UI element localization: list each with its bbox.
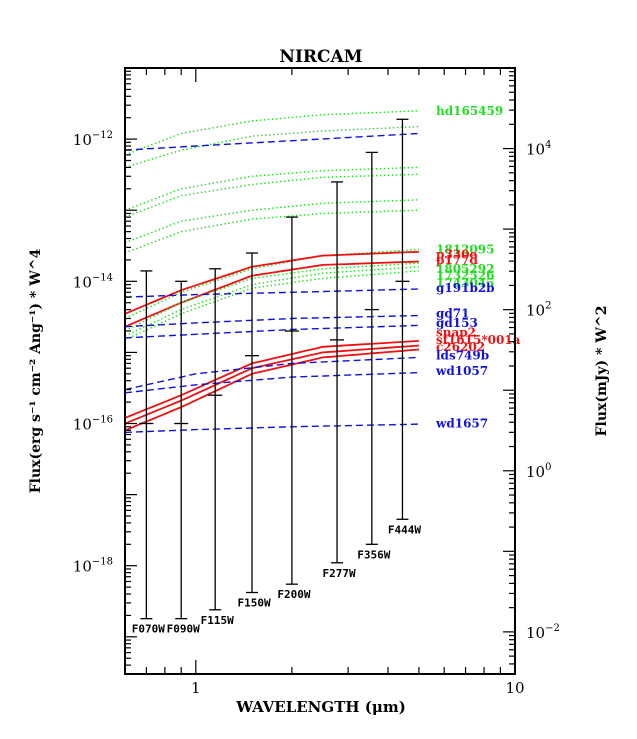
x-tick-label: 1 [191,679,201,697]
series-line-wd1657 [124,423,419,434]
series-line-extra-17 [124,166,419,211]
y-tick-label-right: 10−2 [526,623,560,642]
series-layer [124,110,419,434]
series-line-p177d [124,260,419,328]
series-label-p177d: p177d [436,253,478,267]
series-line-wd1057 [124,371,419,394]
series-label-hd165459: hd165459 [436,104,503,118]
filter-label-F200W: F200W [277,588,310,601]
plot-frame [124,67,516,675]
series-labels: hd165459 1812095p330ep177d180529217325261… [435,104,521,431]
series-line-hd165459 [124,110,419,156]
filter-label-F356W: F356W [357,548,390,561]
series-label-wd1057: wd1057 [435,364,488,378]
filter-label-F150W: F150W [237,597,270,610]
series-label-1732526: 1732526 [436,269,494,283]
series-label-1743045: 1743045 [436,276,494,290]
series-label-gd153: gd153 [436,316,478,330]
series-label-1805292: 1805292 [436,262,494,276]
series-label-g191b2b: g191b2b [436,281,495,295]
series-line-1732526 [124,266,419,337]
series-label-p330e: p330e [436,247,477,261]
series-line-extra-19 [124,199,419,244]
y-tick-label-right: 104 [526,140,551,159]
y-tick-label-left: 10−18 [73,557,113,576]
series-label-c26202: c26202 [436,340,485,354]
series-line-gd153 [124,324,419,339]
chart-title: NIRCAM [279,47,362,67]
series-line-extra-18 [124,173,419,218]
y-tick-label-left: 10−14 [73,272,113,291]
y-tick-label-left: 10−12 [73,130,113,149]
series-label-wd1657: wd1657 [435,417,488,431]
y-tick-label-left: 10−16 [73,415,113,434]
x-tick-label: 10 [505,679,524,697]
filter-label-F277W: F277W [322,567,355,580]
y-axis-label-right: Flux(mJy) * W^2 [594,306,610,437]
y-tick-label-right: 100 [526,462,551,481]
filter-label-F070W: F070W [132,623,165,636]
axes: 1 10 10−12 10−14 10−16 10−18 104 102 100 10−2 [73,67,560,697]
series-line-lds749b [124,356,419,391]
series-line-1805292 [124,262,419,332]
filter-label-F444W: F444W [388,523,421,536]
series-label-gd71: gd71 [436,307,469,321]
series-line-gd71 [124,314,419,328]
series-line-extra-21 [124,132,419,151]
y-tick-label-right: 102 [526,301,551,320]
x-axis-label: WAVELENGTH (μm) [235,698,406,716]
series-label-snap2: snap2 [436,326,476,340]
filter-label-F090W: F090W [167,623,200,636]
series-line-p330e [124,250,419,315]
y-axis-label-left: Flux(erg s⁻¹ cm⁻² Ang⁻¹) * W^4 [28,248,44,493]
series-label-1812095: 1812095 [436,243,494,257]
series-line-g191b2b [124,288,419,298]
series-label-sf1615*001a: sf1615*001a [436,333,521,347]
series-line-c26202 [124,348,419,432]
filter-label-F115W: F115W [201,614,234,627]
series-line-extra-20 [124,209,419,254]
series-label-lds749b: lds749b [436,349,489,363]
